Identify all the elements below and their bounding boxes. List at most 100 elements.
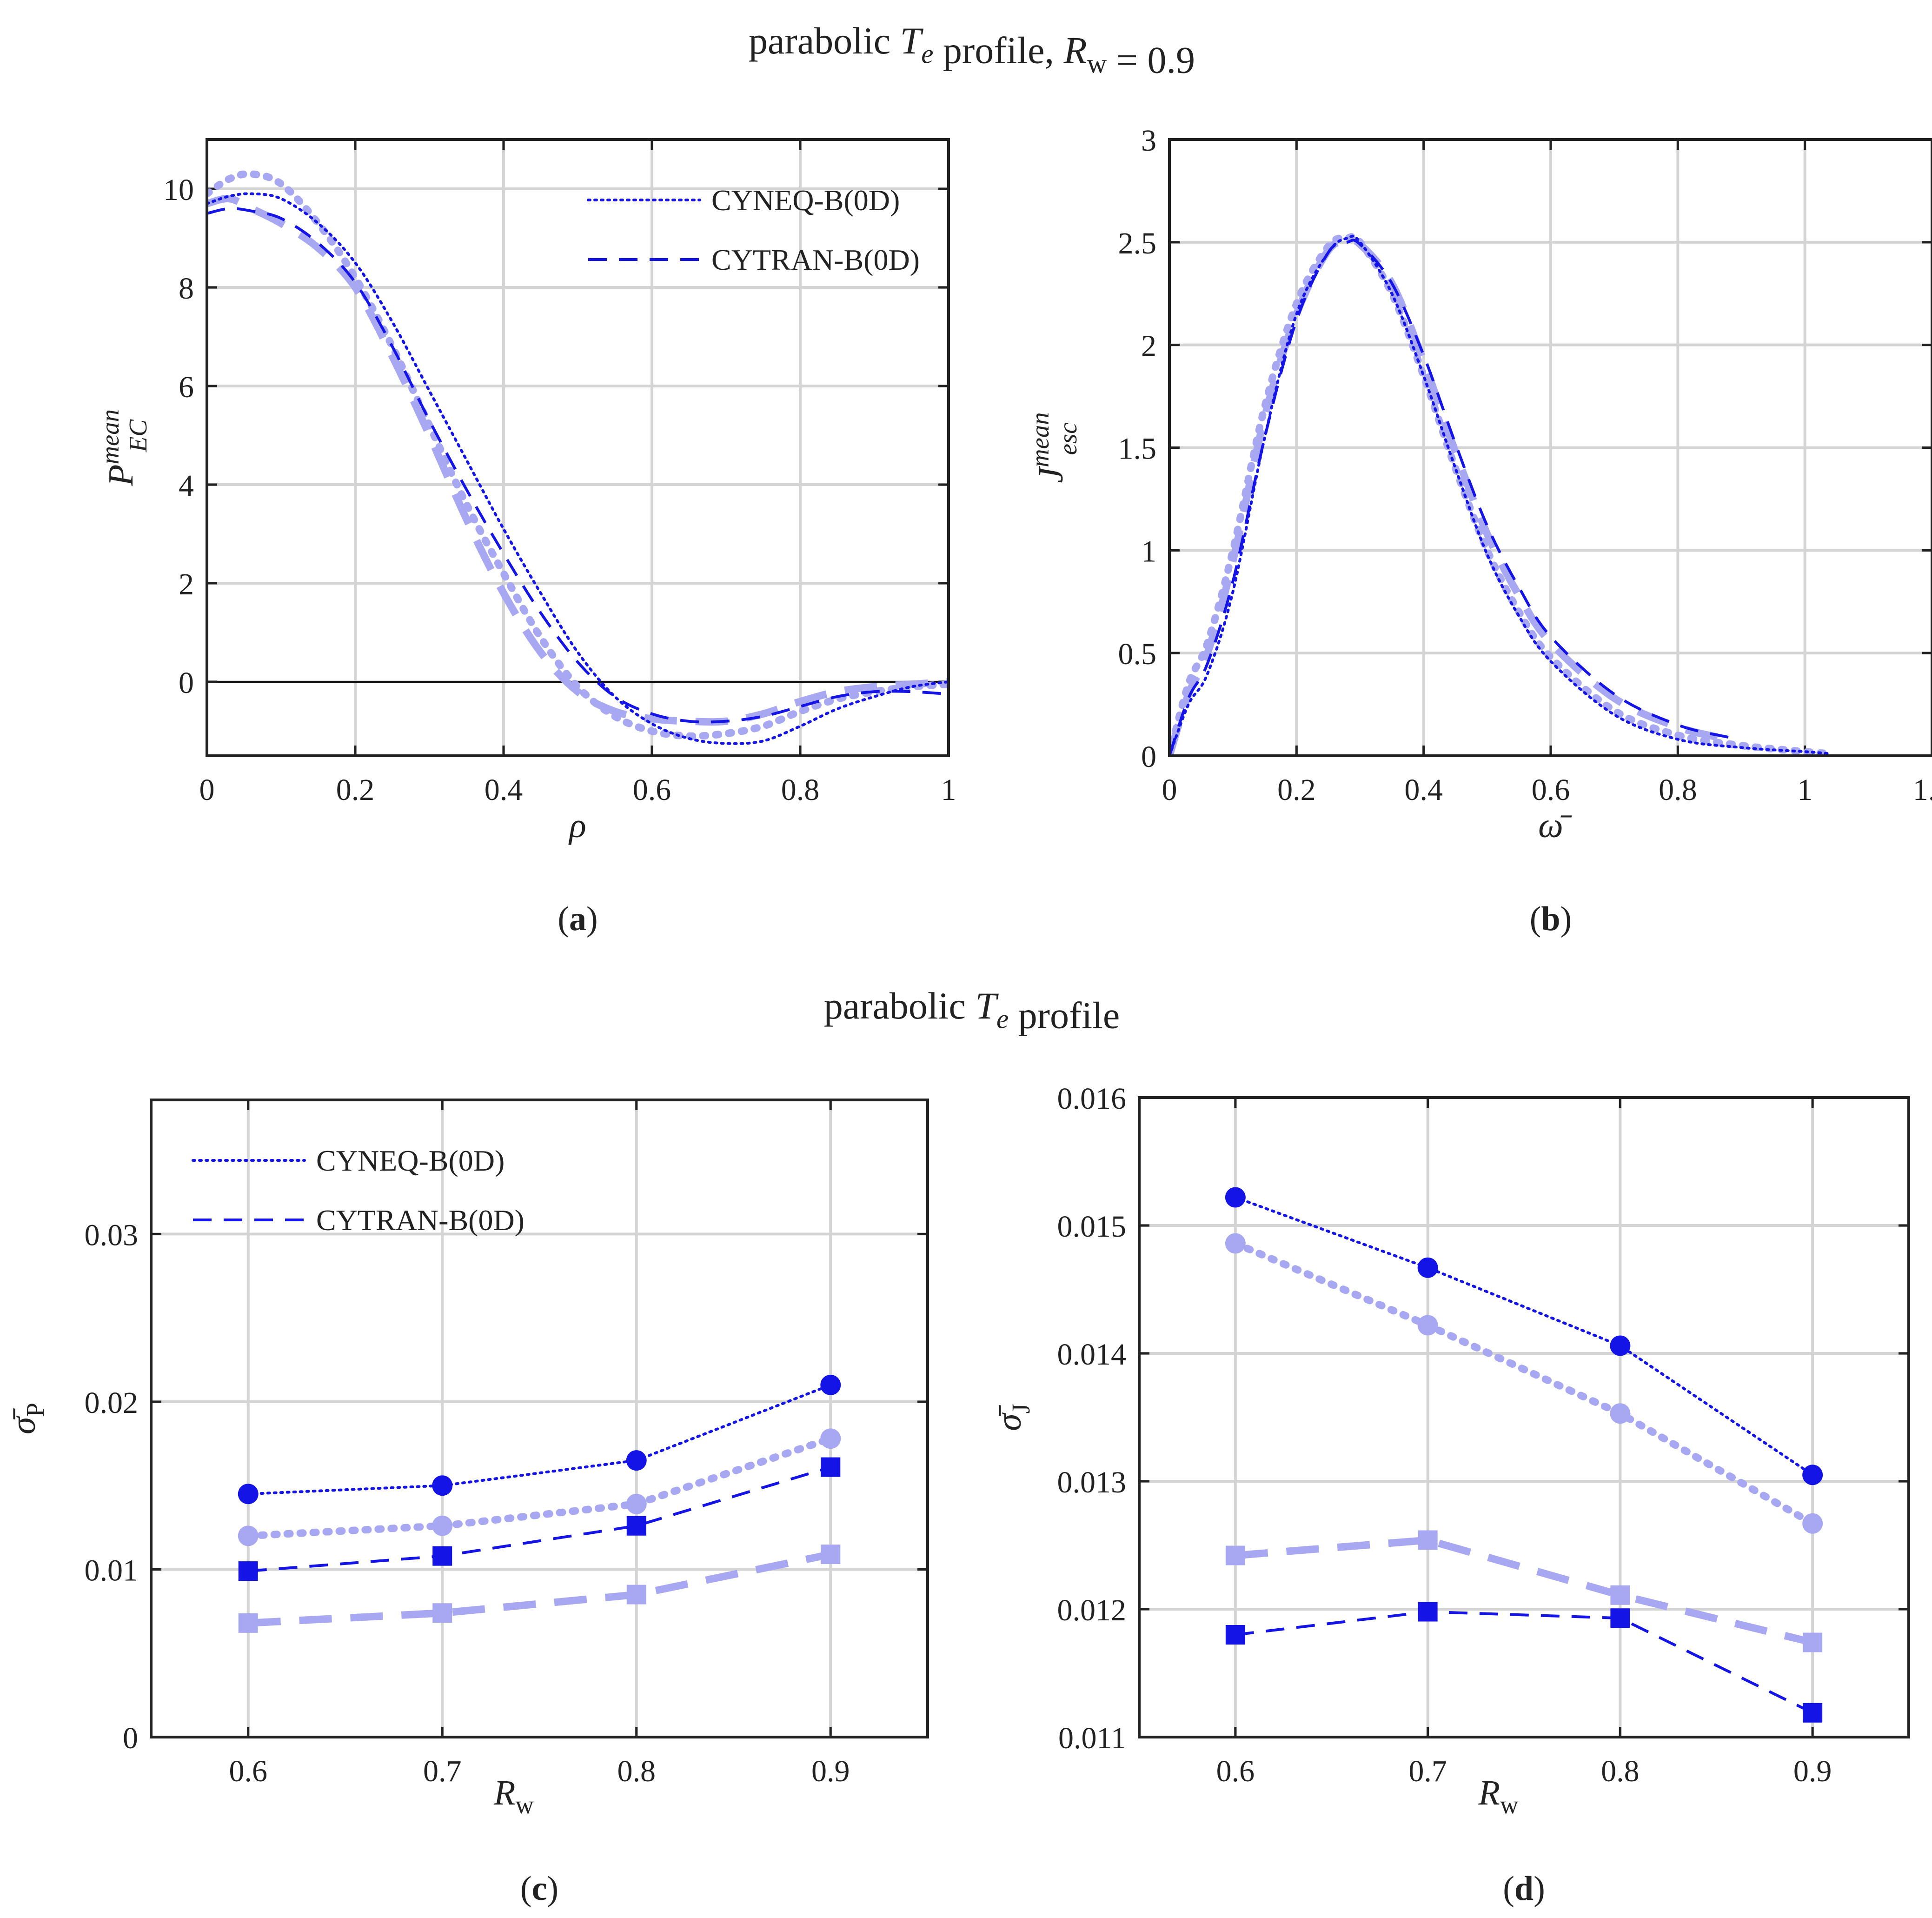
- legend-label-cyneq: CYNEQ-B(0D): [711, 184, 900, 217]
- data-point-square: [1610, 1585, 1630, 1605]
- figure-title-bottom: parabolic Te profile: [824, 985, 1120, 1037]
- data-point-square: [1610, 1608, 1630, 1628]
- data-point-circle: [820, 1374, 841, 1395]
- x-tick-label: 0.7: [423, 1754, 462, 1788]
- plot-frame: [150, 1099, 929, 1738]
- x-tick-label: 0.8: [617, 1754, 656, 1788]
- series-line-light-cytran: [207, 195, 949, 726]
- series-line-light-cytran: [1235, 1536, 1814, 1646]
- y-axis-label: Jmeanesc: [1026, 412, 1082, 483]
- chart-panel-c: 0.6 0.7 0.8 0.9 0 0.01 0.02 0.03 Rw σ̄P (c) CYNEQ-B…: [4, 1099, 929, 1908]
- y-tick-label: 0.011: [1058, 1721, 1126, 1755]
- plot-frame: [1168, 138, 1932, 757]
- y-tick-label: 6: [179, 370, 194, 404]
- legend-label-cytran: CYTRAN-B(0D): [316, 1204, 524, 1237]
- data-point-square: [432, 1546, 452, 1566]
- y-axis-label: σ̄J: [989, 1404, 1035, 1431]
- data-point-circle: [1802, 1513, 1823, 1534]
- y-tick-label: 1.5: [1118, 432, 1157, 466]
- data-point-circle: [432, 1475, 453, 1496]
- figure-title-top: parabolic Te profile, Rw = 0.9: [749, 20, 1195, 81]
- data-point-square: [1418, 1602, 1438, 1622]
- y-tick-label: 0.03: [85, 1218, 139, 1252]
- data-point-square: [1803, 1632, 1823, 1652]
- x-axis-label: ρ: [568, 806, 586, 845]
- data-point-square: [821, 1457, 841, 1477]
- series-line-cyneq: [1234, 1196, 1814, 1477]
- y-tick-label: 0.02: [85, 1386, 139, 1420]
- x-tick-label: 0: [1162, 773, 1177, 807]
- x-tick-label: 0.8: [1659, 773, 1697, 807]
- data-point-circle: [626, 1493, 647, 1514]
- y-tick-label: 10: [163, 173, 194, 207]
- data-point-circle: [238, 1525, 259, 1546]
- y-tick-label: 0.015: [1057, 1210, 1127, 1244]
- data-point-square: [432, 1603, 452, 1623]
- y-tick-label: 2: [1141, 329, 1156, 363]
- y-tick-label: 0.5: [1118, 637, 1157, 671]
- series-line-light-cyneq: [1231, 1239, 1817, 1527]
- series-line-light-cyneq: [1169, 233, 1834, 756]
- panel-label: (b): [1530, 900, 1572, 938]
- x-tick-label: 0.2: [1277, 773, 1316, 807]
- x-tick-label: 0: [199, 773, 215, 807]
- y-tick-label: 0: [1141, 740, 1156, 774]
- data-point-circle: [1802, 1465, 1823, 1485]
- data-point-square: [626, 1516, 646, 1536]
- y-axis-label: σ̄P: [4, 1403, 49, 1434]
- x-tick-label: 1: [941, 773, 956, 807]
- y-tick-label: 0.016: [1057, 1082, 1127, 1116]
- x-tick-label: 0.2: [336, 773, 375, 807]
- panel-label: (d): [1503, 1870, 1545, 1908]
- chart-panel-a: 0 0.2 0.4 0.6 0.8 10246810ρPmeanEC(a)CYNEQ-B(…: [96, 138, 956, 938]
- y-tick-label: 0: [179, 666, 194, 700]
- y-tick-label: 4: [179, 469, 194, 503]
- plot-frame: [1138, 1096, 1910, 1738]
- y-tick-label: 0: [123, 1721, 138, 1755]
- series-line-cyneq: [246, 1383, 832, 1496]
- x-tick-label: 0.8: [1601, 1754, 1640, 1788]
- x-axis-label: Rw: [493, 1773, 534, 1819]
- series-line-cytran: [207, 207, 949, 724]
- series-line-light-cytran: [248, 1551, 831, 1627]
- data-point-square: [1225, 1545, 1245, 1565]
- y-axis-label: PmeanEC: [96, 409, 152, 486]
- series-line-cytran: [1169, 239, 1729, 756]
- series-line-light-cyneq: [207, 170, 949, 740]
- data-point-circle: [1417, 1257, 1438, 1278]
- legend-label-cytran: CYTRAN-B(0D): [711, 243, 920, 276]
- data-point-square: [238, 1561, 258, 1581]
- data-point-square: [821, 1545, 841, 1565]
- x-tick-label: 0.6: [1216, 1754, 1255, 1788]
- y-tick-label: 0.014: [1057, 1338, 1127, 1372]
- x-axis-label: Rw: [1478, 1773, 1519, 1819]
- x-tick-label: 0.9: [811, 1754, 850, 1788]
- data-point-circle: [820, 1428, 841, 1449]
- data-point-square: [626, 1585, 646, 1605]
- plot-frame: [206, 138, 950, 757]
- data-point-square: [1418, 1530, 1438, 1550]
- data-point-circle: [238, 1484, 259, 1505]
- y-tick-label: 0.012: [1057, 1593, 1127, 1627]
- x-tick-label: 0.6: [633, 773, 671, 807]
- data-point-square: [238, 1613, 258, 1633]
- panel-label: (c): [520, 1870, 558, 1908]
- chart-panel-d: 0.6 0.7 0.8 0.9 0.011 0.012 0.013 0.014 0.015 0.0…: [989, 1082, 1910, 1908]
- series-line-light-cyneq: [244, 1435, 835, 1540]
- x-tick-label: 0.4: [1404, 773, 1443, 807]
- x-tick-label: 0.6: [1532, 773, 1570, 807]
- legend-label-cyneq: CYNEQ-B(0D): [316, 1144, 505, 1177]
- data-point-circle: [1610, 1335, 1631, 1356]
- x-tick-label: 0.7: [1408, 1754, 1447, 1788]
- y-tick-label: 8: [179, 272, 194, 306]
- data-point-circle: [1610, 1403, 1631, 1424]
- x-tick-label: 1.2: [1913, 773, 1932, 807]
- data-point-square: [1803, 1703, 1823, 1723]
- x-axis-label: ω̄: [1538, 806, 1572, 845]
- y-tick-label: 3: [1141, 124, 1156, 158]
- y-tick-label: 0.013: [1057, 1465, 1127, 1499]
- chart-panel-b: 0 0.2 0.4 0.6 0.8 1 1.2 0 0.5 1 1.5 2 2.5 3 ω̄ Jmeanesc…: [1026, 124, 1932, 938]
- x-tick-label: 0.6: [229, 1754, 268, 1788]
- series-line-cytran: [248, 1465, 831, 1573]
